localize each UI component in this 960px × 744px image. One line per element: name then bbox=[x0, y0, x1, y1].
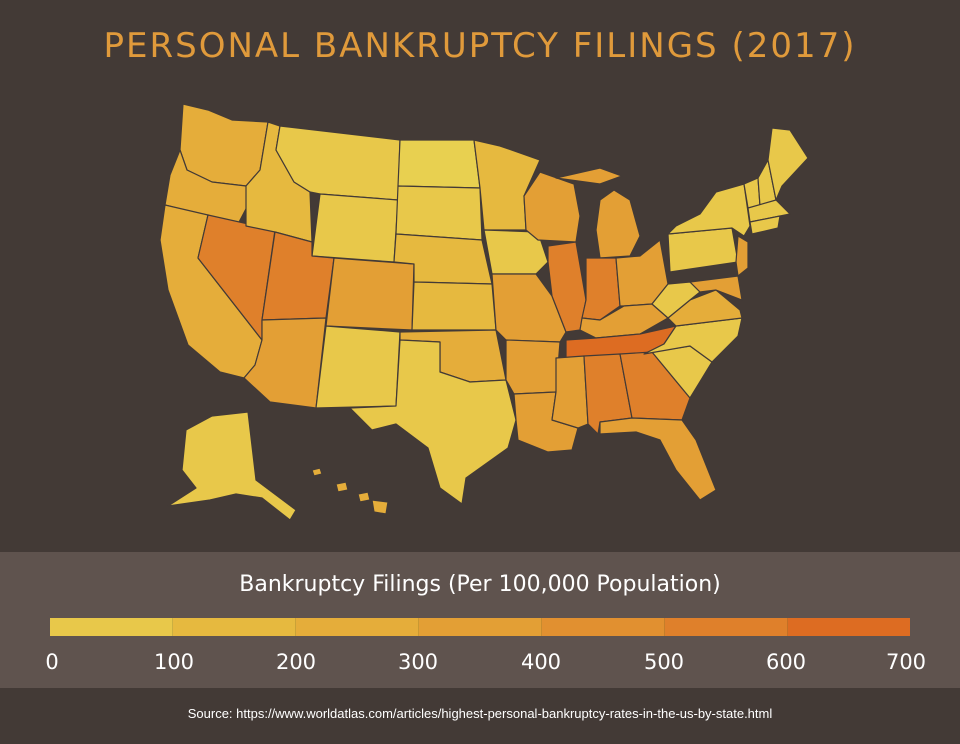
state-pennsylvania bbox=[667, 227, 739, 273]
legend-panel: Bankruptcy Filings (Per 100,000 Populati… bbox=[0, 552, 960, 688]
scale-tick-label: 0 bbox=[45, 650, 59, 674]
state-missouri bbox=[491, 273, 567, 343]
scale-tick-label: 600 bbox=[765, 650, 807, 674]
state-south-dakota bbox=[395, 185, 483, 241]
scale-tick-label: 700 bbox=[885, 650, 927, 674]
state-alaska bbox=[167, 411, 297, 521]
state-wisconsin bbox=[523, 171, 581, 243]
state-new-york bbox=[667, 183, 751, 237]
us-choropleth-map bbox=[159, 103, 809, 521]
scale-tick-label: 100 bbox=[153, 650, 195, 674]
state-connecticut bbox=[749, 215, 781, 235]
color-scale-segment bbox=[665, 618, 788, 636]
state-kansas bbox=[411, 281, 497, 331]
state-maryland bbox=[689, 275, 743, 301]
page-title: PERSONAL BANKRUPTCY FILINGS (2017) bbox=[103, 26, 857, 66]
color-scale-segment bbox=[50, 618, 173, 636]
scale-tick-label: 200 bbox=[275, 650, 317, 674]
source-citation: Source: https://www.worldatlas.com/artic… bbox=[187, 706, 773, 721]
scale-tick-label: 300 bbox=[397, 650, 439, 674]
state-massachusetts bbox=[747, 199, 791, 223]
color-scale-segment bbox=[419, 618, 542, 636]
state-wyoming bbox=[311, 193, 399, 263]
state-illinois bbox=[547, 241, 587, 333]
state-indiana bbox=[581, 257, 621, 321]
state-maine bbox=[767, 127, 809, 201]
state-new-jersey bbox=[735, 235, 749, 277]
state-mississippi bbox=[551, 355, 589, 429]
state-north-carolina bbox=[643, 317, 743, 363]
state-florida bbox=[599, 417, 717, 501]
scale-tick-label: 500 bbox=[643, 650, 685, 674]
state-arkansas bbox=[505, 339, 561, 395]
legend-title: Bankruptcy Filings (Per 100,000 Populati… bbox=[239, 572, 721, 597]
state-hawaii bbox=[311, 467, 389, 515]
color-scale-segment bbox=[296, 618, 419, 636]
state-michigan bbox=[555, 167, 641, 259]
state-new-mexico bbox=[315, 325, 401, 409]
color-scale-bar bbox=[50, 618, 910, 636]
color-scale-segment bbox=[542, 618, 665, 636]
scale-tick-label: 400 bbox=[520, 650, 562, 674]
state-texas bbox=[349, 339, 517, 505]
color-scale-segment bbox=[788, 618, 910, 636]
state-colorado bbox=[325, 257, 415, 331]
state-north-dakota bbox=[397, 139, 481, 189]
color-scale-segment bbox=[173, 618, 296, 636]
state-arizona bbox=[243, 317, 327, 409]
